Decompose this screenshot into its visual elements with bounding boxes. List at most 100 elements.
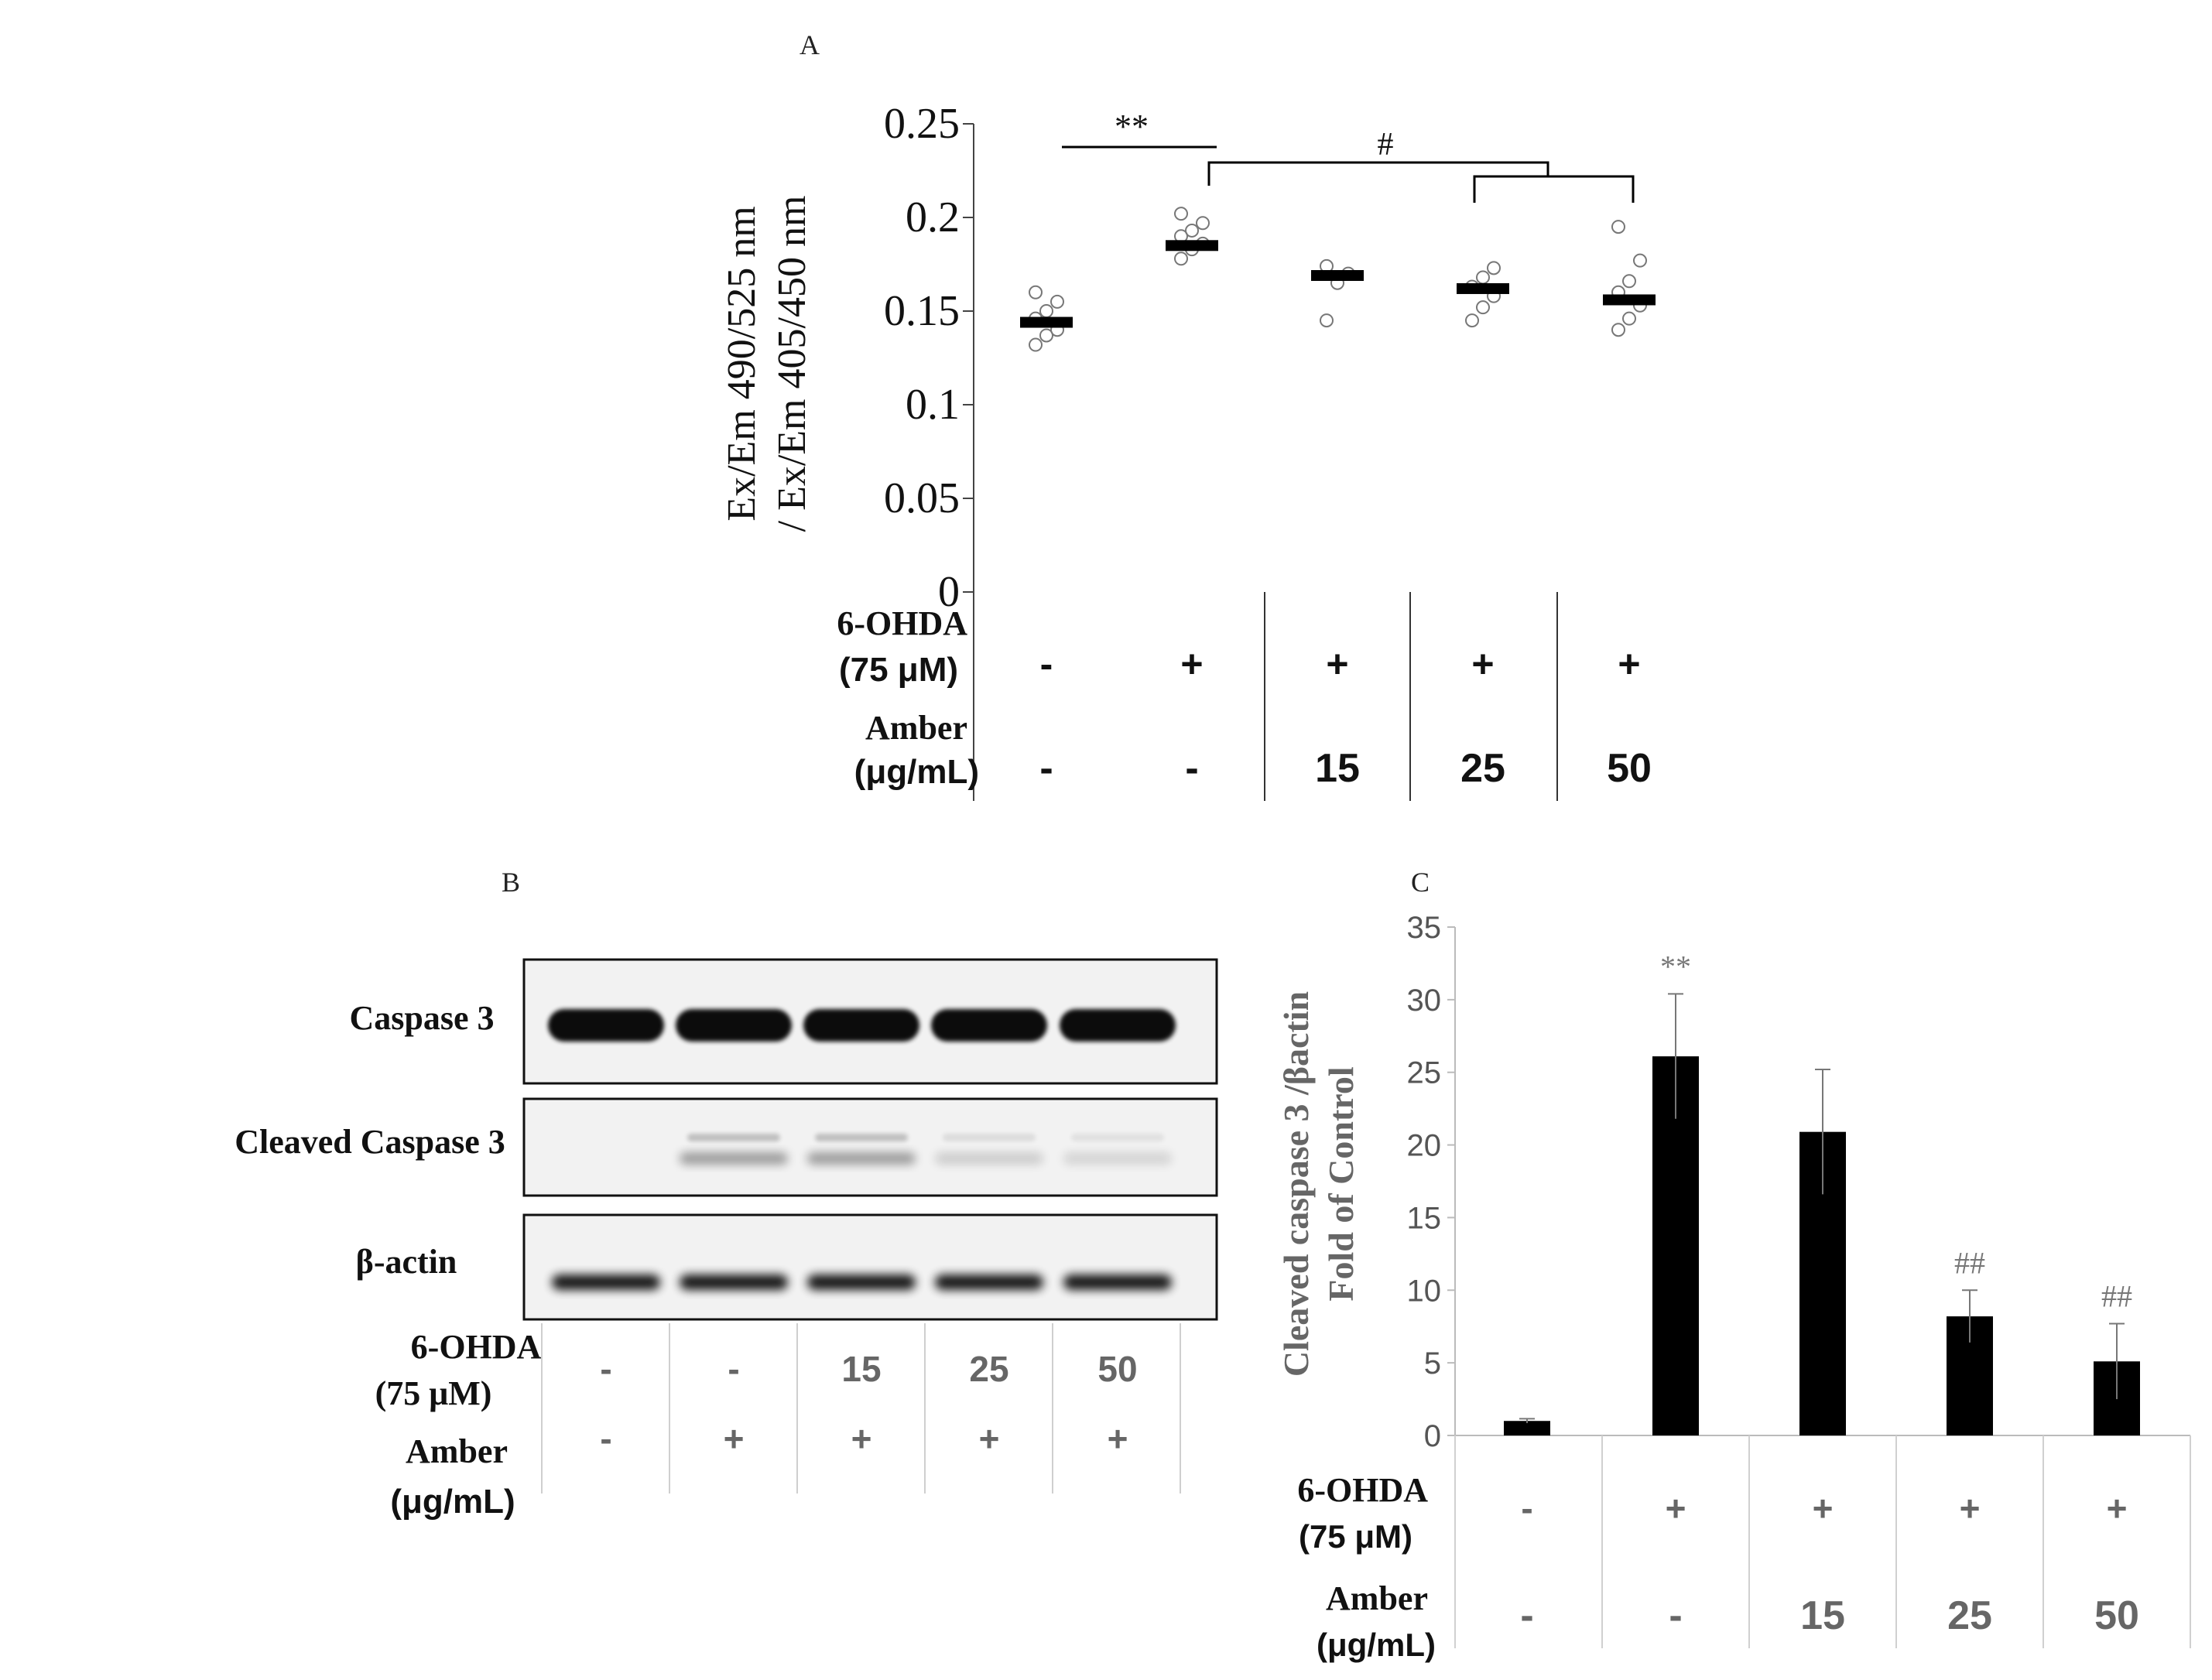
cond-row2-value: - <box>1520 1593 1533 1638</box>
y-tick-label: 10 <box>1407 1274 1442 1308</box>
y-tick-label: 0 <box>938 568 960 616</box>
cond-row1-value: + <box>1960 1488 1981 1528</box>
cond-row1-value: - <box>1521 1488 1532 1528</box>
blot-band-upper <box>1071 1134 1164 1141</box>
bar <box>1652 1056 1699 1435</box>
data-point <box>1611 220 1625 234</box>
y-tick-label: 0.25 <box>884 100 960 148</box>
cond-row1-unit: (75 μM) <box>839 651 958 689</box>
data-point <box>1476 300 1490 315</box>
blot-cond-row1-label: 6-OHDA <box>411 1328 542 1366</box>
data-point <box>1465 313 1479 328</box>
cond-row1-value: + <box>1813 1488 1834 1528</box>
blot-cond-row1-unit: (75 μM) <box>375 1374 492 1412</box>
data-point <box>1039 328 1053 343</box>
y-tick-label: 5 <box>1424 1346 1441 1381</box>
cond-row2-value: - <box>1039 746 1053 791</box>
data-point <box>1633 253 1647 268</box>
y-tick-label: 15 <box>1407 1201 1442 1235</box>
data-point <box>1174 207 1188 221</box>
blot-row-label: β-actin <box>356 1243 457 1281</box>
bar-annotation: ## <box>1954 1245 1985 1280</box>
blot-band <box>807 1152 916 1165</box>
sig-bracket-main <box>1207 161 1549 186</box>
cond-row1-value: + <box>1180 642 1203 686</box>
blot-band <box>676 1009 792 1042</box>
y-axis-label-line2: / Ex/Em 405/450 nm <box>770 196 814 532</box>
blot-band <box>680 1275 788 1290</box>
blot-band <box>1063 1152 1172 1165</box>
cond-row2-unit: (μg/mL) <box>854 753 979 791</box>
blot-cond-row1-value: - <box>728 1349 739 1389</box>
blot-band <box>931 1009 1047 1042</box>
blot-cond-row2-unit: (μg/mL) <box>390 1483 515 1521</box>
y-tick-label: 0.05 <box>884 474 960 522</box>
y-tick-label: 0.15 <box>884 287 960 335</box>
data-point <box>1174 251 1188 266</box>
mean-bar <box>1166 240 1218 251</box>
y-tick-label: 0.2 <box>906 193 960 241</box>
data-point <box>1622 274 1636 289</box>
cond-row2-unit: (μg/mL) <box>1317 1627 1436 1663</box>
mean-bar <box>1457 282 1509 294</box>
data-point <box>1622 311 1636 326</box>
blot-band <box>803 1009 919 1042</box>
blot-cond-row1-value: 25 <box>969 1349 1008 1389</box>
cond-row1-value: + <box>1666 1488 1686 1528</box>
blot-band-upper <box>687 1134 780 1141</box>
blot-cond-row2-value: + <box>851 1418 872 1459</box>
y-tick-label: 35 <box>1407 911 1442 945</box>
cond-row1-value: + <box>2107 1488 2128 1528</box>
blot-band <box>935 1152 1043 1165</box>
cond-row1-value: - <box>1040 642 1053 686</box>
mean-bar <box>1020 316 1073 328</box>
blot-band <box>552 1275 660 1290</box>
blot-band <box>680 1152 788 1165</box>
data-point <box>1196 216 1210 231</box>
blot-band-upper <box>815 1134 908 1141</box>
blot-band <box>1060 1009 1176 1042</box>
blot-cond-row2-value: + <box>979 1418 1000 1459</box>
data-point <box>1476 270 1490 285</box>
cond-row1-value: + <box>1618 642 1640 686</box>
blot-band <box>548 1009 664 1042</box>
cond-row2-value: 15 <box>1315 746 1360 791</box>
cond-row2-value: 25 <box>1947 1593 1992 1638</box>
cond-row2-label: Amber <box>865 709 967 747</box>
blot-cond-row2-label: Amber <box>406 1432 508 1470</box>
y-tick-label: 30 <box>1407 984 1442 1018</box>
y-tick-label: 20 <box>1407 1129 1442 1163</box>
blot-band <box>935 1275 1043 1290</box>
panel-a-scatter: 0 0.05 0.1 0.15 0.2 0.25 Ex/Em 490/525 nm / Ex/… <box>720 100 1656 801</box>
y-axis-label-line1: Cleaved caspase 3 /βactin <box>1276 991 1316 1377</box>
blot-cond-row1-value: - <box>600 1349 611 1389</box>
mean-bar <box>1311 270 1364 282</box>
y-tick-label: 25 <box>1407 1056 1442 1090</box>
cond-row2-value: 15 <box>1800 1593 1845 1638</box>
blot-row-label: Cleaved Caspase 3 <box>235 1123 505 1161</box>
panel-label-c: C <box>1411 867 1430 898</box>
bar-annotation: ## <box>2101 1278 2132 1313</box>
sig-marker-hash: # <box>1378 127 1394 163</box>
y-axis-label-line2: Fold of Control <box>1321 1066 1361 1301</box>
data-point <box>1320 313 1334 328</box>
blot-cond-row1-value: 50 <box>1097 1349 1137 1389</box>
data-point <box>1487 261 1501 275</box>
cond-row1-value: + <box>1326 642 1348 686</box>
cond-row2-value: - <box>1185 746 1198 791</box>
cond-row2-value: - <box>1669 1593 1682 1638</box>
data-point <box>1029 285 1043 299</box>
data-point <box>1611 323 1625 337</box>
y-tick-label: 0 <box>1424 1419 1441 1453</box>
cond-row2-value: 25 <box>1460 746 1505 791</box>
blot-cond-row2-value: - <box>600 1418 611 1459</box>
y-tick-label: 0.1 <box>906 381 960 429</box>
data-point <box>1039 304 1053 318</box>
cond-row1-value: + <box>1471 642 1494 686</box>
blot-band <box>807 1275 916 1290</box>
blot-cond-row2-value: + <box>1108 1418 1128 1459</box>
bar <box>1504 1421 1550 1435</box>
blot-cond-row2-value: + <box>724 1418 745 1459</box>
sig-marker-double-star: ** <box>1115 108 1149 145</box>
